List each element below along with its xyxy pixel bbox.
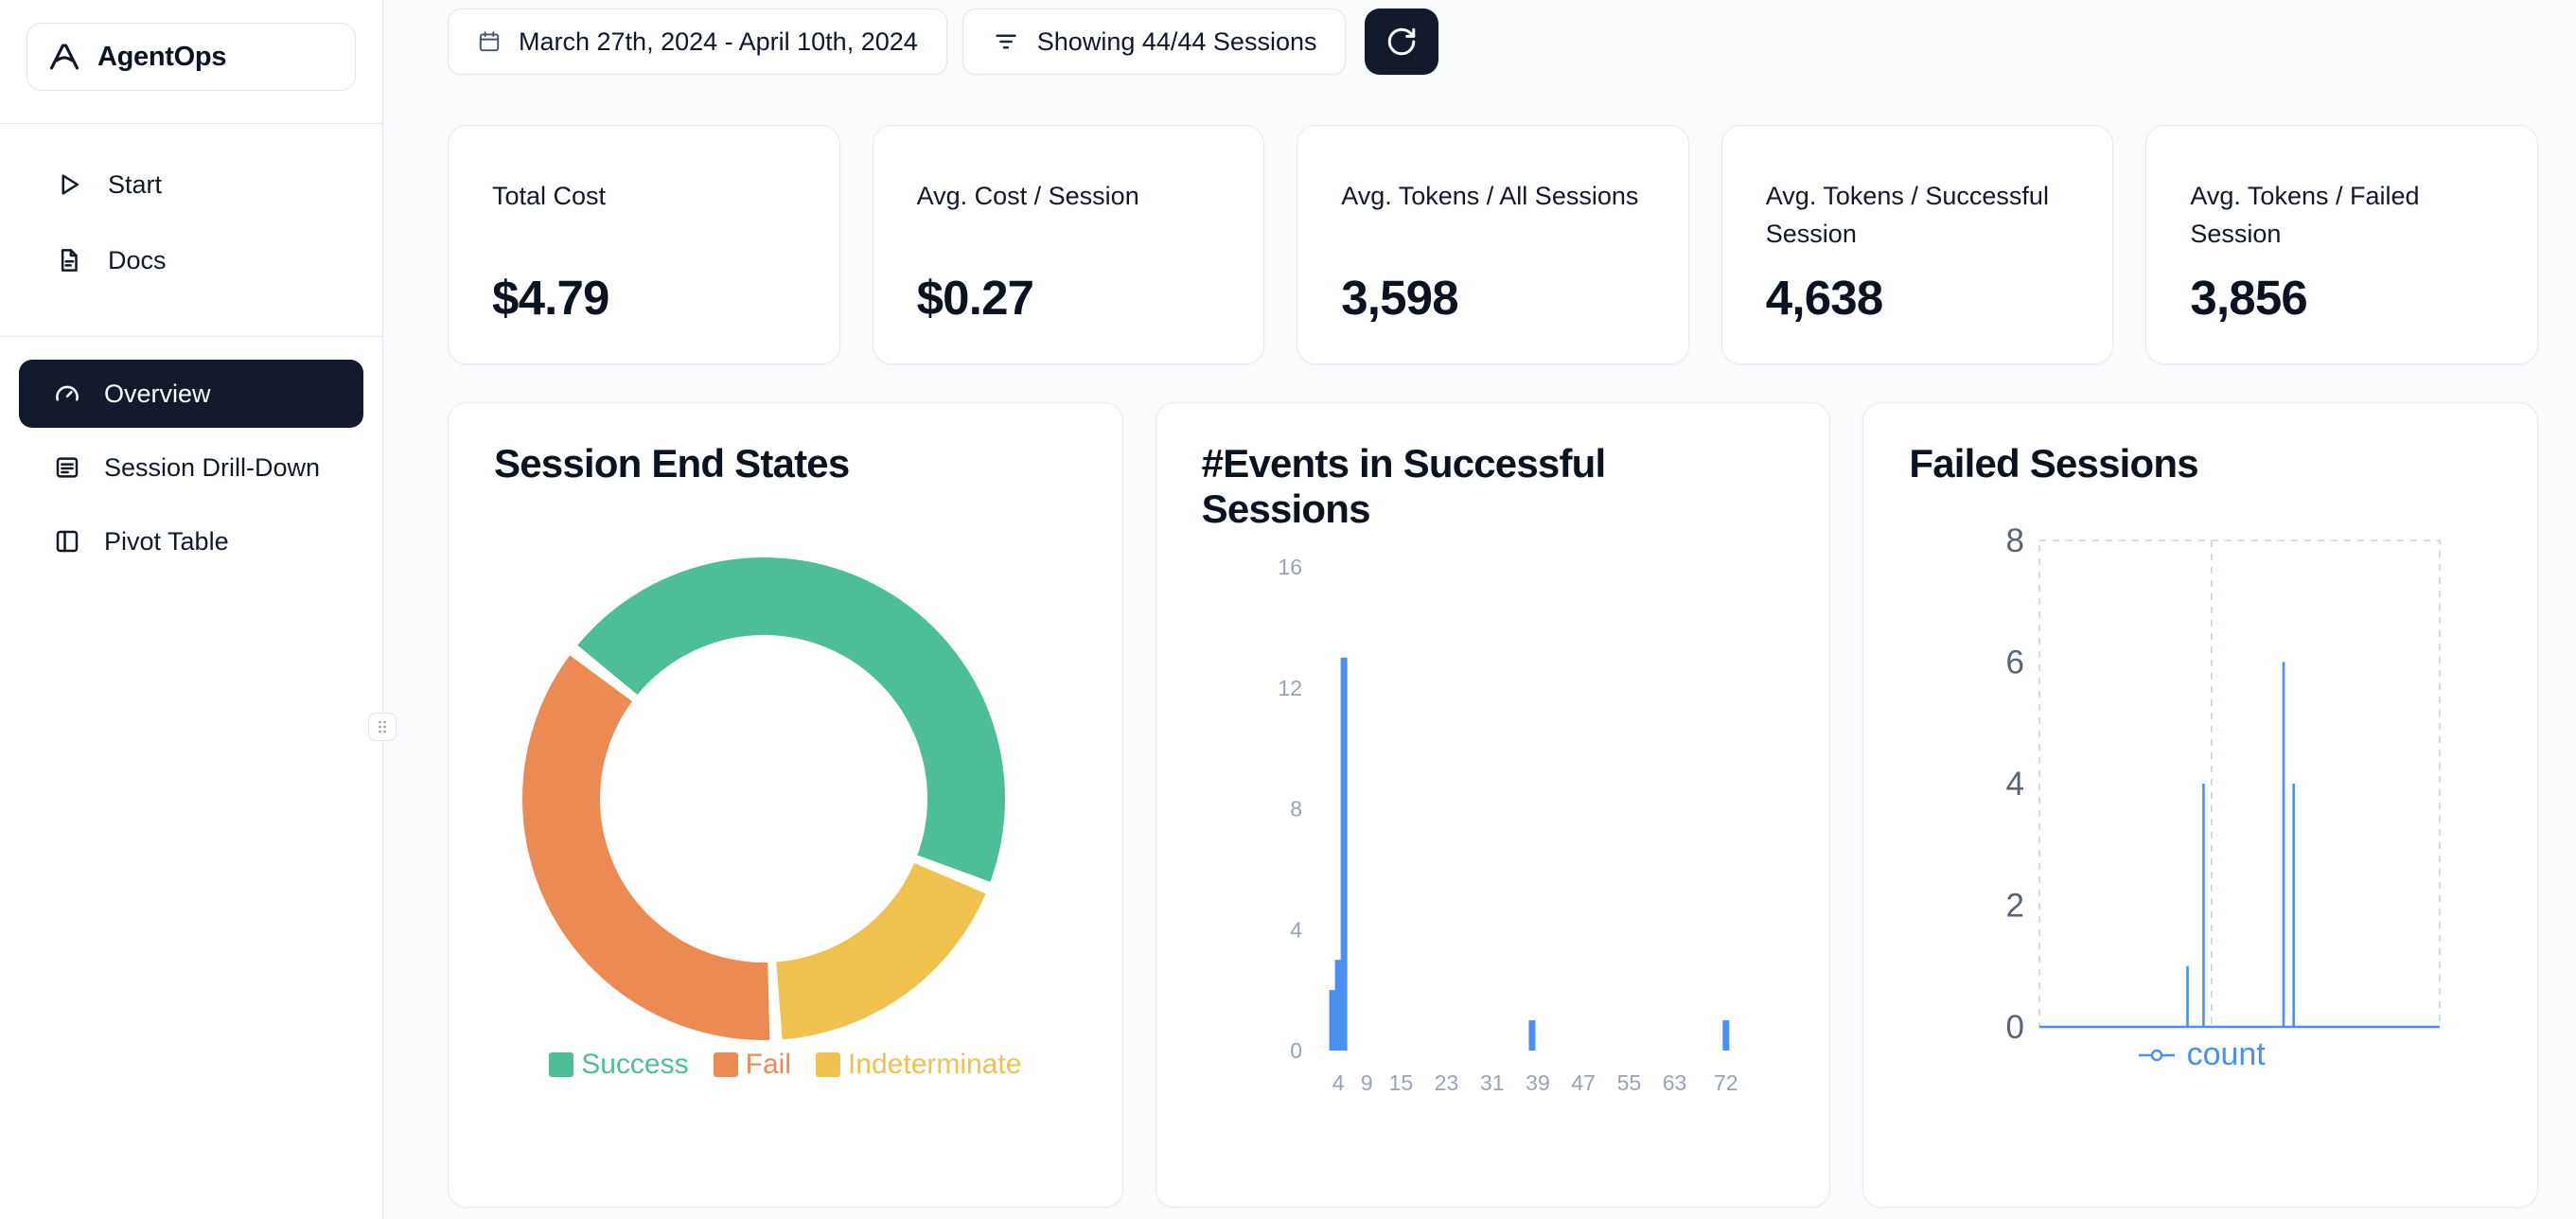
svg-text:16: 16 [1278,555,1302,579]
events-histogram-card: #Events in Successful Sessions 0 4 8 12 16 4 9… [1155,402,1831,1208]
filter-icon [996,34,1016,49]
svg-text:4: 4 [1290,917,1302,942]
stat-card-avg-tokens-failed: Avg. Tokens / Failed Session 3,856 [2145,125,2538,364]
legend-label: Indeterminate [847,1049,1022,1080]
divider [0,123,382,124]
stat-value: 4,638 [1765,271,1883,325]
legend-item-success: Success [549,1049,689,1081]
legend-item-fail: Fail [713,1049,791,1081]
stat-label: Avg. Tokens / Failed Session [2190,182,2420,248]
document-icon [61,249,78,272]
date-range-button[interactable]: March 27th, 2024 - April 10th, 2024 [448,9,947,75]
svg-text:39: 39 [1526,1070,1550,1095]
divider [0,336,382,337]
legend-label: Fail [745,1049,791,1080]
svg-text:9: 9 [1360,1070,1372,1095]
sidebar-item-label: Start [108,169,163,199]
svg-text:23: 23 [1434,1070,1458,1095]
stat-card-avg-tokens-successful: Avg. Tokens / Successful Session 4,638 [1720,125,2114,364]
agentops-logo-icon [49,44,79,70]
count-legend: count [1909,1036,2492,1073]
main-content: March 27th, 2024 - April 10th, 2024 Show… [383,0,2576,1219]
svg-text:2: 2 [2006,888,2024,925]
sidebar-item-docs[interactable]: Docs [0,222,382,298]
refresh-button[interactable] [1365,9,1439,75]
logo[interactable]: AgentOps [26,23,356,91]
svg-text:72: 72 [1714,1070,1738,1095]
sidebar-item-overview[interactable]: Overview [19,360,363,428]
legend-swatch-fail [713,1052,738,1077]
line-legend-marker-icon [2138,1049,2175,1061]
sidebar-item-pivot-table[interactable]: Pivot Table [19,507,363,575]
sidebar-item-session-drill-down[interactable]: Session Drill-Down [19,433,363,502]
date-range-label: March 27th, 2024 - April 10th, 2024 [519,26,918,56]
stat-value: $0.27 [916,271,1034,325]
svg-text:8: 8 [1290,797,1302,822]
legend-item-indeterminate: Indeterminate [815,1049,1022,1081]
sessions-filter-button[interactable]: Showing 44/44 Sessions [962,9,1347,75]
list-card-icon [56,457,79,478]
stat-label: Total Cost [492,182,607,210]
stats-row: Total Cost $4.79 Avg. Cost / Session $0.… [448,125,2538,364]
line-legend-label: count [2186,1036,2266,1072]
donut-legend: Success Fail Indeterminate [494,1049,1077,1081]
svg-text:0: 0 [2006,1009,2024,1042]
toolbar: March 27th, 2024 - April 10th, 2024 Show… [448,9,2538,75]
stat-value: 3,598 [1341,271,1458,325]
svg-text:12: 12 [1278,676,1302,700]
chart-title: Session End States [494,441,850,486]
gauge-icon [56,385,79,401]
failed-sessions-line-chart: 0 2 4 6 8 [2006,522,2442,1042]
stat-label: Avg. Tokens / All Sessions [1341,182,1639,210]
legend-label: Success [581,1049,689,1080]
session-end-states-donut-chart [522,556,1005,1040]
sidebar-resize-handle[interactable] [368,713,397,741]
svg-text:63: 63 [1662,1070,1686,1095]
pivot-table-icon [56,530,79,553]
svg-text:8: 8 [2006,522,2024,559]
stat-card-total-cost: Total Cost $4.79 [448,125,840,364]
sidebar-main-nav: Overview Session Drill-Down Pivot Table [0,337,382,575]
refresh-icon [1388,27,1416,56]
stat-card-avg-tokens-all: Avg. Tokens / All Sessions 3,598 [1297,125,1689,364]
svg-text:47: 47 [1571,1070,1596,1095]
sessions-filter-label: Showing 44/44 Sessions [1036,26,1317,56]
svg-text:4: 4 [2006,766,2024,803]
sidebar-item-label: Overview [104,379,211,408]
svg-text:6: 6 [2006,645,2024,681]
app-name: AgentOps [97,41,227,72]
svg-text:55: 55 [1616,1070,1641,1095]
sidebar-item-label: Docs [108,245,167,274]
stat-value: 3,856 [2190,271,2307,325]
play-icon [62,174,79,195]
svg-text:31: 31 [1480,1070,1505,1095]
charts-row: Session End States Success Fail Indeterm… [448,402,2539,1208]
legend-swatch-indeterminate [815,1052,840,1077]
sidebar-item-label: Session Drill-Down [104,452,321,482]
sidebar-item-start[interactable]: Start [0,147,382,222]
sidebar: AgentOps Start Docs [0,0,397,1219]
sidebar-top-links: Start Docs [0,124,382,298]
session-end-states-card: Session End States Success Fail Indeterm… [448,402,1123,1208]
stat-card-avg-cost-session: Avg. Cost / Session $0.27 [872,125,1265,364]
chart-title: Failed Sessions [1909,441,2198,486]
svg-text:4: 4 [1332,1070,1344,1095]
calendar-icon [479,31,500,52]
stat-label: Avg. Tokens / Successful Session [1765,182,2049,248]
svg-text:15: 15 [1388,1070,1413,1095]
svg-text:0: 0 [1290,1038,1302,1063]
stat-value: $4.79 [492,271,609,325]
legend-swatch-success [549,1052,574,1077]
drag-dots-icon [379,720,386,733]
sidebar-item-label: Pivot Table [104,526,229,556]
stat-label: Avg. Cost / Session [916,182,1139,210]
failed-sessions-card: Failed Sessions 0 2 4 6 8 count [1862,402,2539,1208]
chart-title: #Events in Successful Sessions [1201,441,1607,531]
